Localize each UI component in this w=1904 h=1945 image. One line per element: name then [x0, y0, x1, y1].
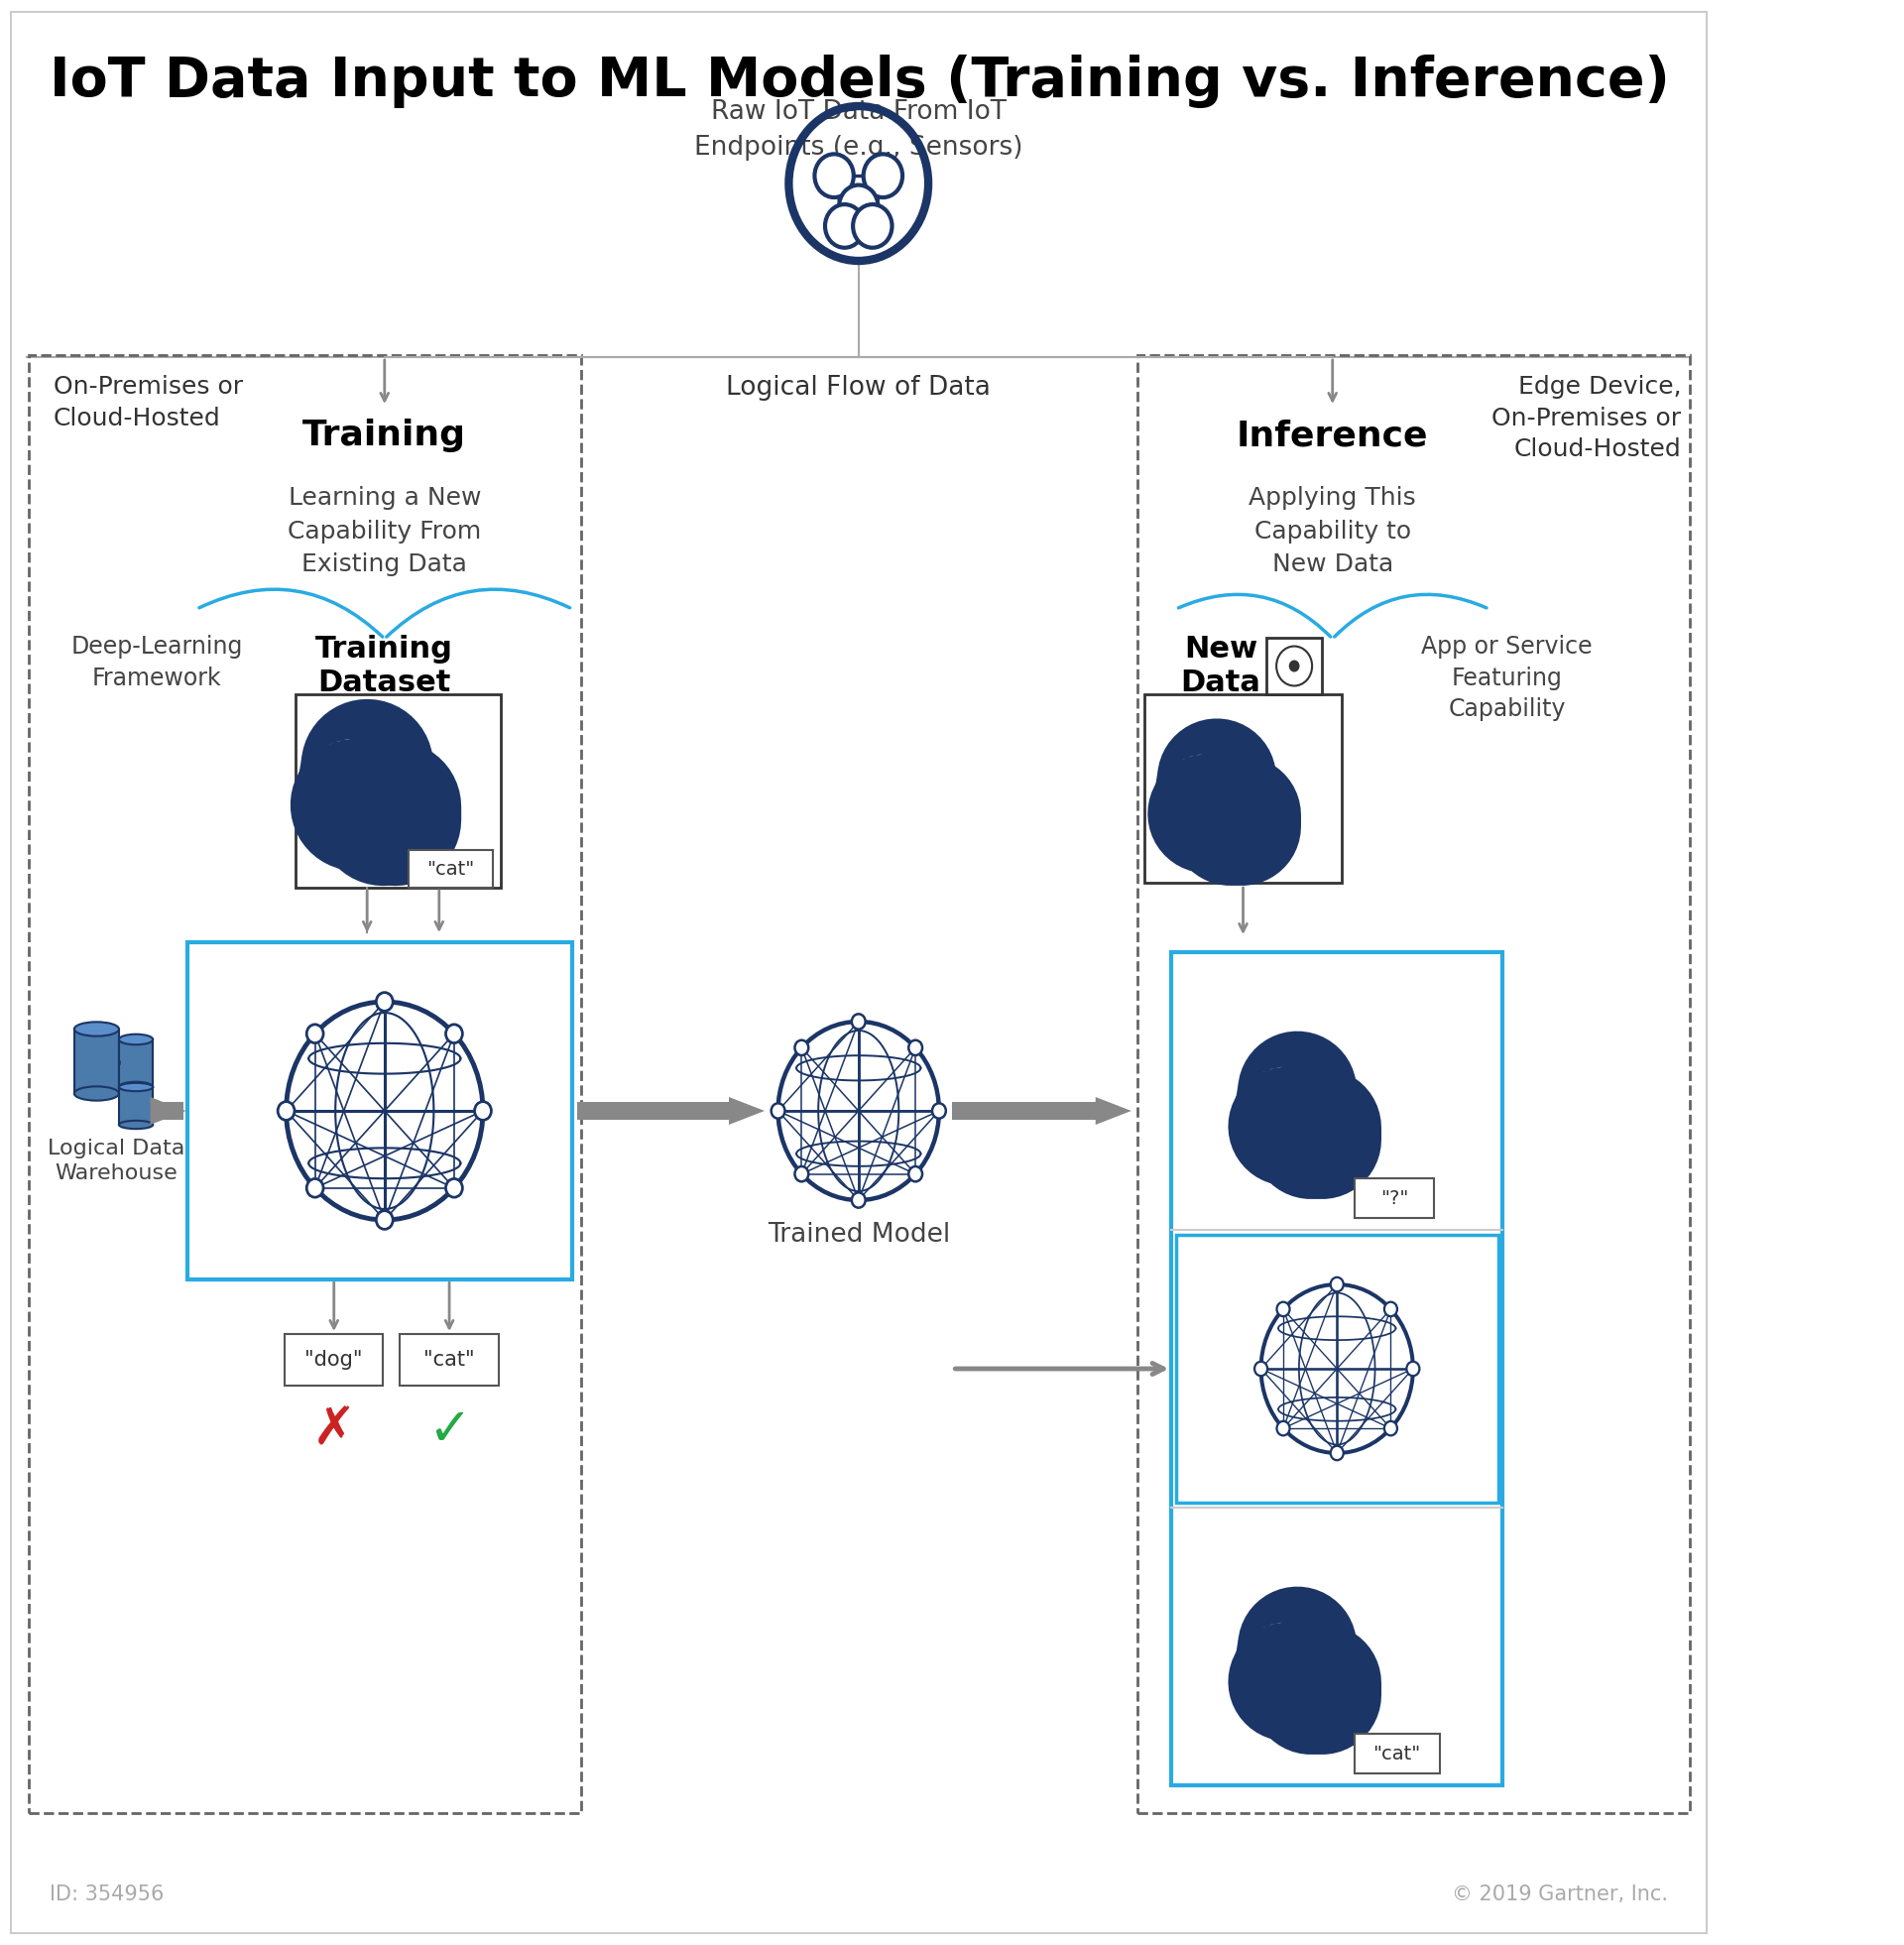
Circle shape: [1407, 1362, 1420, 1375]
Bar: [1356, 1733, 1439, 1774]
Circle shape: [1384, 1301, 1398, 1317]
Circle shape: [1306, 1628, 1337, 1661]
Text: App or Service
Featuring
Capability: App or Service Featuring Capability: [1420, 634, 1592, 722]
Circle shape: [1278, 1301, 1289, 1317]
Ellipse shape: [1287, 1093, 1327, 1134]
Circle shape: [908, 1167, 922, 1181]
Text: Logical Data
Warehouse: Logical Data Warehouse: [48, 1138, 185, 1183]
Text: ✗: ✗: [312, 1404, 356, 1457]
Bar: [286, 1334, 383, 1385]
Text: "cat": "cat": [1373, 1745, 1420, 1762]
Bar: [74, 1029, 118, 1093]
Text: Edge Device,
On-Premises or
Cloud-Hosted: Edge Device, On-Premises or Cloud-Hosted: [1491, 375, 1681, 461]
Bar: [577, 1103, 729, 1120]
Text: Trained Model: Trained Model: [767, 1221, 950, 1249]
Circle shape: [840, 185, 878, 228]
Polygon shape: [398, 733, 409, 749]
Ellipse shape: [74, 1021, 118, 1037]
Ellipse shape: [74, 1087, 118, 1101]
Circle shape: [307, 1179, 324, 1198]
Bar: [1137, 356, 1691, 1813]
Text: Raw IoT Data From IoT
Endpoints (e.g., Sensors): Raw IoT Data From IoT Endpoints (e.g., S…: [695, 99, 1022, 161]
Text: Training
Dataset: Training Dataset: [316, 634, 453, 696]
Text: "cat": "cat": [426, 860, 474, 879]
Ellipse shape: [356, 768, 400, 813]
Circle shape: [278, 1101, 295, 1120]
Bar: [150, 1103, 183, 1120]
Text: Training: Training: [303, 418, 466, 453]
Circle shape: [377, 745, 411, 782]
Circle shape: [1331, 1445, 1344, 1461]
Text: "cat": "cat": [425, 1350, 474, 1369]
Circle shape: [824, 204, 864, 247]
Circle shape: [1276, 646, 1312, 687]
Circle shape: [851, 1013, 866, 1029]
Text: Logical Flow of Data: Logical Flow of Data: [725, 375, 990, 401]
Circle shape: [1289, 659, 1300, 671]
Bar: [1266, 638, 1321, 694]
Circle shape: [446, 1179, 463, 1198]
Bar: [295, 694, 501, 887]
Bar: [407, 850, 493, 887]
Polygon shape: [1243, 749, 1255, 764]
Ellipse shape: [118, 1081, 152, 1093]
Circle shape: [1255, 1362, 1268, 1375]
Circle shape: [1226, 759, 1257, 794]
Text: © 2019 Gartner, Inc.: © 2019 Gartner, Inc.: [1451, 1885, 1668, 1904]
Ellipse shape: [118, 1083, 152, 1091]
Polygon shape: [1325, 1618, 1335, 1632]
Circle shape: [794, 1167, 809, 1181]
Circle shape: [851, 1192, 866, 1208]
Ellipse shape: [118, 1035, 152, 1044]
Text: "?": "?": [1380, 1188, 1409, 1208]
Text: On-Premises or
Cloud-Hosted: On-Premises or Cloud-Hosted: [53, 375, 244, 430]
Circle shape: [771, 1103, 784, 1118]
Text: ID: 354956: ID: 354956: [50, 1885, 164, 1904]
Bar: [118, 1087, 152, 1124]
Circle shape: [815, 154, 853, 196]
Circle shape: [933, 1103, 946, 1118]
Bar: [1177, 1235, 1498, 1503]
Polygon shape: [1312, 1618, 1321, 1632]
Text: "dog": "dog": [305, 1350, 364, 1369]
Text: IoT Data Input to ML Models (Training vs. Inference): IoT Data Input to ML Models (Training vs…: [50, 54, 1670, 109]
Circle shape: [446, 1025, 463, 1043]
Polygon shape: [1232, 749, 1241, 764]
Text: Learning a New
Capability From
Existing Data: Learning a New Capability From Existing …: [288, 486, 482, 576]
Circle shape: [307, 1025, 324, 1043]
Circle shape: [1331, 1278, 1344, 1291]
Bar: [188, 941, 573, 1280]
Text: Inference: Inference: [1236, 418, 1428, 453]
Circle shape: [863, 154, 902, 196]
Circle shape: [1278, 1422, 1289, 1435]
Bar: [29, 356, 581, 1813]
Text: Deep-Learning
Framework: Deep-Learning Framework: [70, 634, 242, 690]
Bar: [952, 1103, 1095, 1120]
Text: Applying This
Capability to
New Data: Applying This Capability to New Data: [1249, 486, 1417, 576]
Bar: [400, 1334, 499, 1385]
Circle shape: [474, 1101, 491, 1120]
Polygon shape: [1312, 1062, 1321, 1076]
Circle shape: [853, 204, 891, 247]
Bar: [1356, 1179, 1434, 1218]
Ellipse shape: [1207, 782, 1247, 821]
Polygon shape: [1325, 1062, 1335, 1076]
Circle shape: [377, 1210, 392, 1229]
Text: New
Data: New Data: [1180, 634, 1260, 696]
Circle shape: [908, 1041, 922, 1056]
Polygon shape: [385, 733, 394, 749]
Circle shape: [794, 1041, 809, 1056]
Bar: [118, 1039, 152, 1087]
Polygon shape: [1095, 1097, 1131, 1124]
Bar: [1171, 953, 1502, 1786]
Circle shape: [377, 992, 392, 1011]
Bar: [1144, 694, 1342, 883]
Ellipse shape: [1287, 1649, 1327, 1688]
Polygon shape: [150, 1097, 187, 1124]
Text: ✓: ✓: [426, 1404, 472, 1457]
Circle shape: [1306, 1072, 1337, 1107]
Ellipse shape: [118, 1120, 152, 1128]
Circle shape: [1384, 1422, 1398, 1435]
Polygon shape: [729, 1097, 765, 1124]
